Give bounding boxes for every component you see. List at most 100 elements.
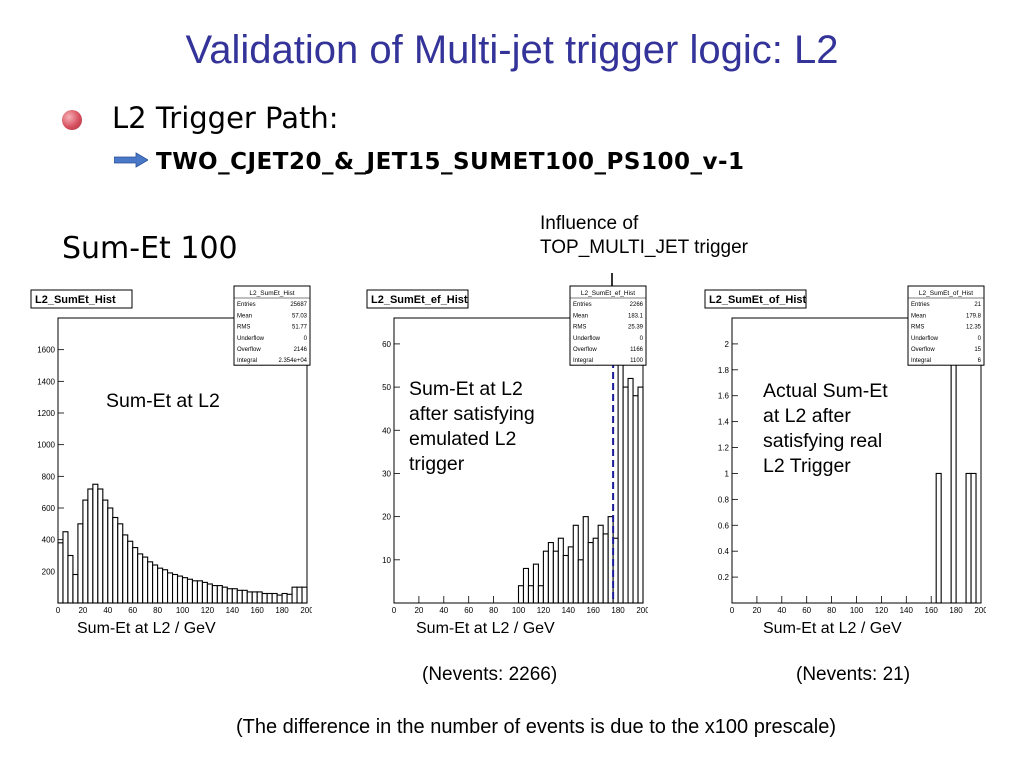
y-tick-label: 0.4 [718, 547, 730, 556]
histogram-bar [271, 592, 278, 604]
histogram-bar [552, 550, 559, 604]
y-tick-label: 200 [42, 567, 56, 576]
histogram-bar [617, 343, 624, 604]
y-tick-label: 800 [42, 472, 56, 481]
histogram-bar [281, 592, 288, 604]
histogram-bar [167, 572, 174, 604]
x-axis-label-panel-1: Sum-Et at L2 / GeV [77, 620, 216, 637]
x-tick-label: 200 [300, 606, 312, 615]
nevents-panel-2: (Nevents: 2266) [422, 664, 558, 685]
stats-key: Overflow [573, 347, 597, 353]
y-tick-label: 1200 [37, 409, 55, 418]
stats-key: Overflow [237, 347, 261, 353]
histogram-bar [67, 554, 74, 604]
histogram-bar [191, 580, 198, 604]
annotation-line: at L2 after [763, 405, 851, 427]
annotation-line: trigger [409, 453, 465, 475]
histogram-bar [176, 575, 184, 604]
histogram-bar [537, 585, 544, 604]
stats-key: Mean [573, 313, 588, 319]
x-tick-label: 140 [900, 606, 914, 615]
hist-title-box [366, 289, 469, 309]
x-tick-label: 40 [777, 606, 786, 615]
histogram-bar [231, 588, 238, 604]
histogram-bar [82, 499, 89, 604]
y-tick-label: 1.4 [718, 418, 730, 427]
x-tick-label: 160 [925, 606, 939, 615]
annotation-line: Sum-Et at L2 [106, 390, 220, 412]
histogram-bar [547, 541, 554, 604]
histogram-bar [206, 583, 213, 604]
hist-title: L2_SumEt_ef_Hist [371, 294, 468, 306]
histogram-bar [241, 589, 248, 604]
histogram-bar [132, 547, 139, 604]
stats-value: 1100 [630, 358, 644, 364]
histogram-bar [57, 542, 64, 604]
x-tick-label: 0 [730, 606, 735, 615]
histogram-bar [142, 556, 149, 604]
histogram-panel-3: L2_SumEt_of_Hist 0.2 0.4 0.6 0.8 1 1.2 1.4 1.6 1.… [704, 285, 986, 615]
stats-key: Mean [237, 313, 252, 319]
histogram-bar [935, 472, 942, 604]
y-tick-label: 1400 [37, 377, 55, 386]
x-tick-label: 160 [587, 606, 601, 615]
histogram-bar [87, 488, 94, 604]
histogram-bar [112, 516, 119, 604]
histogram-bar [92, 483, 99, 604]
histogram-bar [622, 386, 629, 604]
annotation-line: after satisfying [409, 403, 535, 425]
trigger-path-name: TWO_CJET20_&_JET15_SUMET100_PS100_v-1 [156, 149, 745, 175]
x-tick-label: 120 [875, 606, 889, 615]
x-tick-label: 60 [464, 606, 473, 615]
x-tick-label: 80 [827, 606, 836, 615]
histogram-bar [127, 540, 134, 604]
stats-key: RMS [237, 325, 250, 331]
histogram-bar [72, 573, 79, 604]
annotation-line: satisfying real [763, 430, 883, 452]
histogram-bar [201, 581, 208, 604]
stats-key: Entries [911, 302, 930, 308]
x-axis-label-panel-2: Sum-Et at L2 / GeV [416, 620, 555, 637]
histogram-bar [291, 586, 298, 604]
y-tick-label: 30 [382, 469, 391, 478]
histogram-bar [527, 585, 534, 604]
stats-key: Integral [911, 358, 931, 364]
y-tick-label: 1600 [37, 346, 55, 355]
histogram-bar [196, 580, 203, 604]
stats-value: 12.35 [966, 325, 982, 331]
y-tick-label: 1.2 [718, 444, 730, 453]
y-tick-label: 20 [382, 513, 391, 522]
histogram-bar [107, 507, 114, 604]
histogram-svg: L2_SumEt_Hist200400600800100012001400160… [30, 285, 312, 615]
histogram-bar [582, 516, 589, 604]
histogram-bar [171, 573, 179, 604]
x-tick-label: 0 [56, 606, 61, 615]
y-tick-label: 0.2 [718, 573, 730, 582]
histogram-bar [266, 592, 273, 604]
y-tick-label: 1 [725, 469, 730, 478]
histogram-bar [950, 343, 957, 604]
stats-key: Integral [237, 358, 257, 364]
x-tick-label: 140 [562, 606, 576, 615]
histogram-bar [97, 488, 104, 604]
histogram-bar [517, 585, 525, 604]
x-tick-label: 0 [392, 606, 397, 615]
x-tick-label: 40 [103, 606, 112, 615]
stats-key: Underflow [237, 336, 265, 342]
histogram-bar [522, 567, 530, 604]
stats-box [907, 285, 985, 366]
stats-value: 2266 [630, 302, 644, 308]
histogram-bar [587, 541, 594, 604]
blue-arrow-icon [114, 152, 148, 168]
stats-box [233, 285, 311, 366]
histogram-bar [296, 586, 303, 604]
x-tick-label: 20 [752, 606, 761, 615]
histogram-bar [276, 594, 283, 604]
stats-value: 179.8 [966, 313, 982, 319]
bullet-text: L2 Trigger Path: [112, 101, 339, 135]
x-tick-label: 200 [636, 606, 648, 615]
histogram-bar [632, 395, 639, 604]
section-label: Sum-Et 100 [62, 231, 238, 266]
histogram-bar [627, 377, 634, 604]
stats-value: 0 [640, 336, 644, 342]
